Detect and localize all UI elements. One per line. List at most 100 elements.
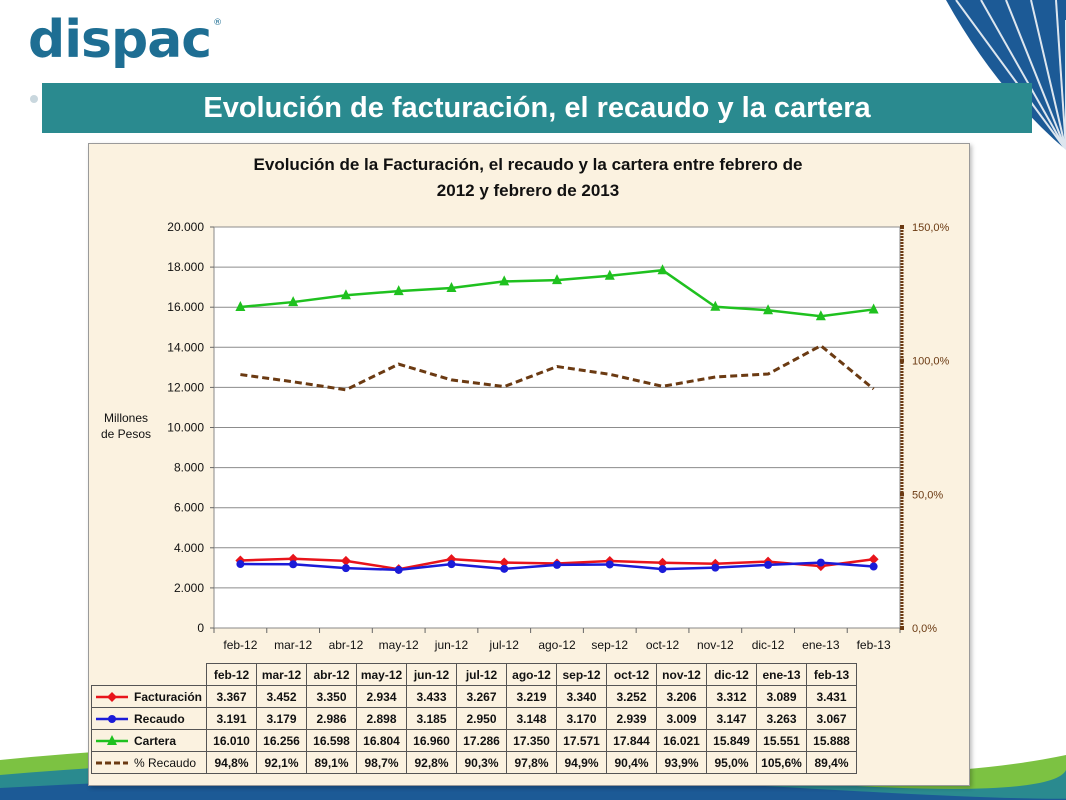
table-value-cell: 3.252 bbox=[606, 685, 657, 708]
data-point-triangle bbox=[499, 275, 510, 286]
table-value-cell: 17.844 bbox=[606, 729, 657, 752]
table-corner-cell bbox=[92, 664, 207, 686]
legend-series-name: Facturación bbox=[134, 689, 203, 704]
data-point-triangle bbox=[868, 303, 879, 314]
table-value-cell: 92,8% bbox=[406, 751, 457, 774]
table-value-cell: 97,8% bbox=[506, 751, 557, 774]
data-point-triangle bbox=[340, 289, 351, 300]
y-tick-label: 2.000 bbox=[174, 581, 204, 595]
table-row-header: Recaudo bbox=[91, 707, 207, 730]
data-point-circle bbox=[341, 564, 350, 573]
legend-key bbox=[96, 715, 128, 724]
x-tick-label: dic-12 bbox=[752, 638, 785, 652]
table-value-cell: 3.179 bbox=[256, 707, 307, 730]
series-line bbox=[240, 343, 875, 392]
table-value-cell: 95,0% bbox=[706, 751, 757, 774]
table-row: Facturación 3.367 3.452 3.350 2.934 3.433 3.26… bbox=[91, 685, 857, 708]
table-value-cell: 3.219 bbox=[506, 685, 557, 708]
legend-series-name: Recaudo bbox=[134, 711, 185, 726]
x-tick-label: ago-12 bbox=[538, 638, 576, 652]
table-header-cell: may-12 bbox=[356, 663, 407, 686]
secondary-y-tick-label: 0,0% bbox=[912, 623, 937, 635]
x-tick-label: may-12 bbox=[379, 638, 419, 652]
y-tick-label: 16.000 bbox=[167, 300, 204, 314]
data-point-triangle bbox=[393, 285, 404, 296]
table-row-header: % Recaudo bbox=[91, 751, 207, 774]
table-value-cell: 3.009 bbox=[656, 707, 707, 730]
x-tick-label: jul-12 bbox=[489, 638, 520, 652]
table-value-cell: 3.367 bbox=[206, 685, 257, 708]
table-value-cell: 15.888 bbox=[806, 729, 857, 752]
table-header-cell: sep-12 bbox=[556, 663, 607, 686]
table-value-cell: 3.263 bbox=[756, 707, 807, 730]
table-header-cell: ago-12 bbox=[506, 663, 557, 686]
data-point-triangle bbox=[552, 274, 562, 285]
table-value-cell: 15.849 bbox=[706, 729, 757, 752]
table-value-cell: 3.185 bbox=[406, 707, 457, 730]
legend-series-name: Cartera bbox=[134, 733, 177, 748]
y-tick-label: 4.000 bbox=[174, 541, 204, 555]
y-tick-label: 12.000 bbox=[167, 380, 204, 394]
secondary-tick-mark bbox=[900, 225, 904, 229]
table-header-cell: nov-12 bbox=[656, 663, 707, 686]
data-point-triangle bbox=[657, 264, 668, 275]
bullet-dot bbox=[30, 95, 38, 103]
table-row: % Recaudo 94,8% 92,1% 89,1% 98,7% 92,8% 90,3% 9… bbox=[91, 751, 857, 774]
chart-title: Evolución de la Facturación, el recaudo … bbox=[88, 152, 968, 204]
data-point-circle bbox=[816, 558, 825, 567]
y-tick-label: 6.000 bbox=[174, 501, 204, 515]
x-tick-label: abr-12 bbox=[329, 638, 364, 652]
data-point-diamond bbox=[868, 554, 879, 565]
legend-key bbox=[96, 735, 128, 746]
data-point-diamond bbox=[499, 557, 510, 568]
table-header-cell: feb-13 bbox=[806, 663, 857, 686]
logo-text: dispac bbox=[28, 10, 212, 70]
data-point-circle bbox=[289, 560, 298, 569]
table-value-cell: 3.452 bbox=[256, 685, 307, 708]
data-point-diamond bbox=[657, 557, 668, 568]
table-value-cell: 3.433 bbox=[406, 685, 457, 708]
x-tick-label: sep-12 bbox=[591, 638, 628, 652]
table-value-cell: 3.431 bbox=[806, 685, 857, 708]
table-value-cell: 3.089 bbox=[756, 685, 807, 708]
table-value-cell: 17.350 bbox=[506, 729, 557, 752]
y-tick-label: 20.000 bbox=[167, 220, 204, 234]
table-row: Cartera 16.010 16.256 16.598 16.804 16.960 17.… bbox=[91, 729, 857, 752]
x-tick-label: mar-12 bbox=[274, 638, 312, 652]
table-value-cell: 3.148 bbox=[506, 707, 557, 730]
table-header-cell: oct-12 bbox=[606, 663, 657, 686]
data-point-triangle bbox=[235, 300, 246, 311]
table-row-header: Cartera bbox=[91, 729, 207, 752]
y-tick-label: 18.000 bbox=[167, 260, 204, 274]
data-point-triangle bbox=[710, 300, 721, 311]
table-row: Recaudo 3.191 3.179 2.986 2.898 3.185 2.950 3.1… bbox=[91, 707, 857, 730]
table-value-cell: 2.950 bbox=[456, 707, 507, 730]
y-tick-label: 14.000 bbox=[167, 340, 204, 354]
data-point-circle bbox=[236, 560, 245, 569]
table-header-cell: abr-12 bbox=[306, 663, 357, 686]
x-tick-label: oct-12 bbox=[646, 638, 680, 652]
secondary-tick-mark bbox=[900, 358, 904, 363]
table-value-cell: 2.934 bbox=[356, 685, 407, 708]
table-value-cell: 92,1% bbox=[256, 751, 307, 774]
data-point-diamond bbox=[340, 555, 351, 566]
data-point-circle bbox=[447, 560, 456, 569]
x-tick-label: jun-12 bbox=[434, 638, 469, 652]
data-point-triangle bbox=[763, 304, 774, 315]
table-value-cell: 3.191 bbox=[206, 707, 257, 730]
data-point-circle bbox=[658, 565, 667, 574]
chart-title-line-1: Evolución de la Facturación, el recaudo … bbox=[253, 155, 803, 174]
table-value-cell: 3.312 bbox=[706, 685, 757, 708]
table-value-cell: 90,4% bbox=[606, 751, 657, 774]
legend-key bbox=[96, 692, 128, 703]
table-value-cell: 89,4% bbox=[806, 751, 857, 774]
table-value-cell: 3.267 bbox=[456, 685, 507, 708]
table-value-cell: 105,6% bbox=[756, 751, 807, 774]
table-value-cell: 94,9% bbox=[556, 751, 607, 774]
data-point-triangle bbox=[446, 281, 457, 292]
table-value-cell: 93,9% bbox=[656, 751, 707, 774]
table-value-cell: 2.986 bbox=[306, 707, 357, 730]
slide-title: Evolución de facturación, el recaudo y l… bbox=[42, 83, 1032, 133]
secondary-y-tick-label: 150,0% bbox=[912, 222, 950, 234]
